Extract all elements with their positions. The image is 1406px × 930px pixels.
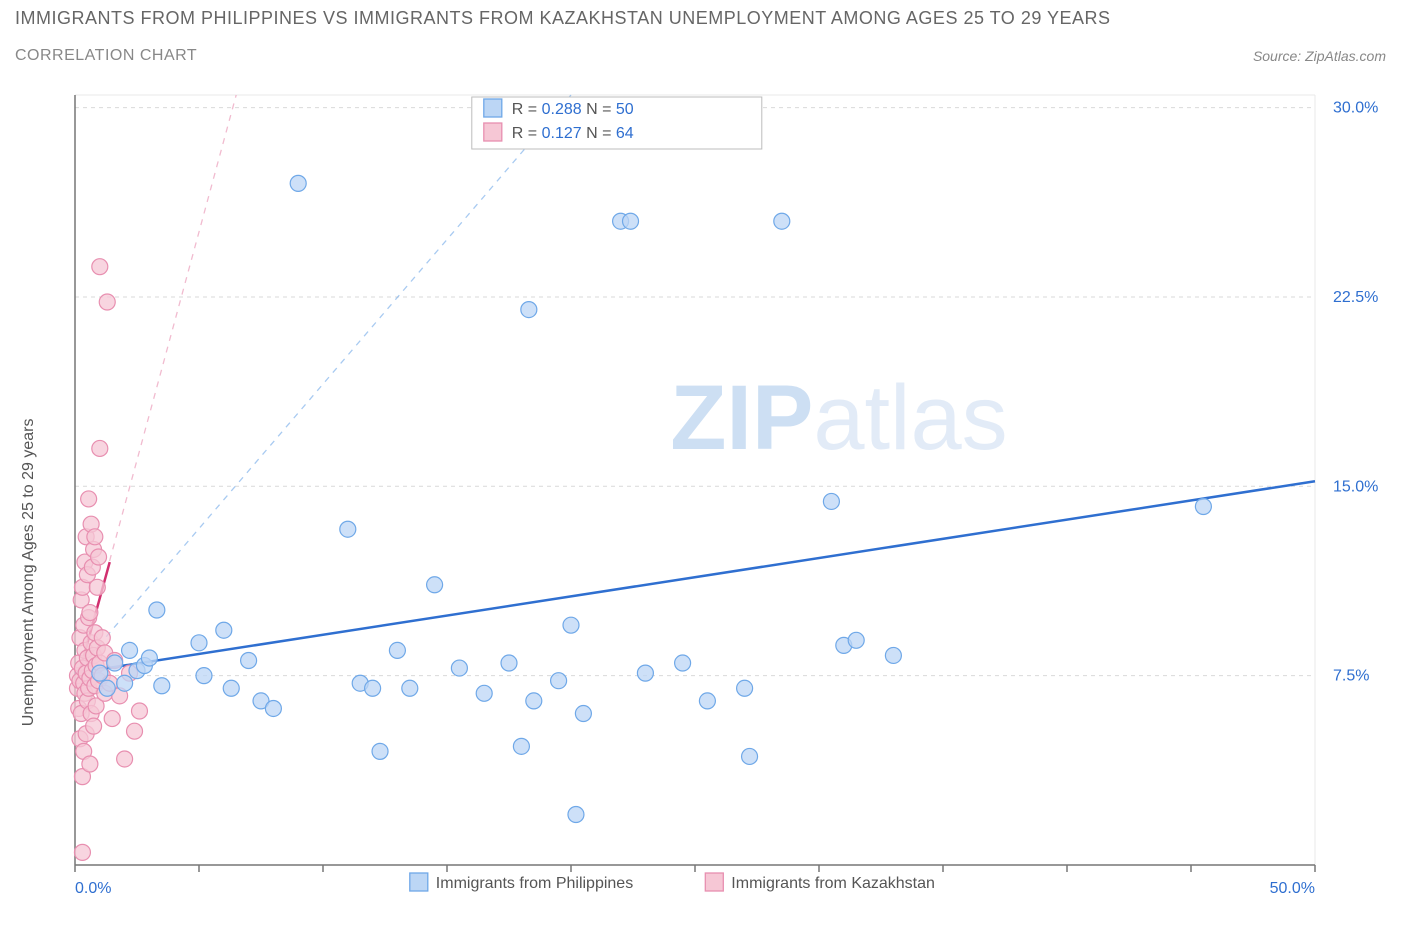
y-tick-label: 15.0% — [1333, 478, 1378, 495]
data-point — [149, 602, 165, 618]
data-point — [568, 807, 584, 823]
data-point — [623, 213, 639, 229]
data-point — [99, 294, 115, 310]
data-point — [742, 748, 758, 764]
data-point — [81, 491, 97, 507]
chart-title: IMMIGRANTS FROM PHILIPPINES VS IMMIGRANT… — [15, 8, 1386, 29]
y-tick-label: 22.5% — [1333, 289, 1378, 306]
data-point — [131, 703, 147, 719]
data-point — [82, 605, 98, 621]
legend-swatch — [484, 99, 502, 117]
data-point — [117, 751, 133, 767]
data-point — [526, 693, 542, 709]
source-attribution: Source: ZipAtlas.com — [1253, 48, 1386, 64]
data-point — [637, 665, 653, 681]
data-point — [372, 743, 388, 759]
data-point — [389, 642, 405, 658]
data-point — [365, 680, 381, 696]
data-point — [774, 213, 790, 229]
y-axis-title: Unemployment Among Ages 25 to 29 years — [20, 419, 37, 727]
chart-subtitle: CORRELATION CHART — [15, 47, 197, 65]
data-point — [521, 302, 537, 318]
data-point — [265, 700, 281, 716]
data-point — [94, 630, 110, 646]
data-point — [848, 632, 864, 648]
legend-swatch — [484, 123, 502, 141]
data-point — [127, 723, 143, 739]
data-point — [104, 711, 120, 727]
y-tick-label: 7.5% — [1333, 668, 1369, 685]
y-tick-label: 30.0% — [1333, 100, 1378, 117]
x-tick-label: 50.0% — [1270, 880, 1315, 897]
data-point — [737, 680, 753, 696]
data-point — [501, 655, 517, 671]
x-tick-label: 0.0% — [75, 880, 111, 897]
data-point — [216, 622, 232, 638]
legend-swatch — [705, 873, 723, 891]
data-point — [427, 577, 443, 593]
trend-line — [75, 481, 1315, 673]
legend-series-label: Immigrants from Philippines — [436, 875, 633, 892]
watermark: ZIPatlas — [670, 367, 1007, 469]
data-point — [191, 635, 207, 651]
data-point — [154, 678, 170, 694]
trend-extension — [75, 95, 571, 673]
data-point — [451, 660, 467, 676]
data-point — [476, 685, 492, 701]
data-point — [823, 493, 839, 509]
data-point — [92, 665, 108, 681]
data-point — [885, 647, 901, 663]
data-point — [92, 259, 108, 275]
data-point — [141, 650, 157, 666]
legend-stat-row: R = 0.288 N = 50 — [512, 101, 634, 118]
data-point — [196, 668, 212, 684]
data-point — [82, 756, 98, 772]
data-point — [86, 718, 102, 734]
data-point — [223, 680, 239, 696]
data-point — [1195, 499, 1211, 515]
data-point — [92, 440, 108, 456]
data-point — [89, 579, 105, 595]
legend-swatch — [410, 873, 428, 891]
scatter-chart-svg: 7.5% 15.0% 22.5% 30.0% 0.0% 50.0% ZIPatlas Unem… — [15, 85, 1391, 915]
data-point — [117, 675, 133, 691]
data-point — [699, 693, 715, 709]
data-point — [74, 844, 90, 860]
data-point — [290, 175, 306, 191]
legend-stat-row: R = 0.127 N = 64 — [512, 125, 634, 142]
data-point — [551, 673, 567, 689]
data-point — [99, 680, 115, 696]
legend-series-label: Immigrants from Kazakhstan — [731, 875, 935, 892]
data-point — [91, 549, 107, 565]
data-point — [402, 680, 418, 696]
chart-area: 7.5% 15.0% 22.5% 30.0% 0.0% 50.0% ZIPatlas Unem… — [15, 85, 1391, 915]
data-point — [122, 642, 138, 658]
data-point — [513, 738, 529, 754]
data-point — [340, 521, 356, 537]
data-point — [87, 529, 103, 545]
data-point — [241, 653, 257, 669]
data-point — [107, 655, 123, 671]
data-point — [563, 617, 579, 633]
data-point — [675, 655, 691, 671]
data-point — [575, 706, 591, 722]
